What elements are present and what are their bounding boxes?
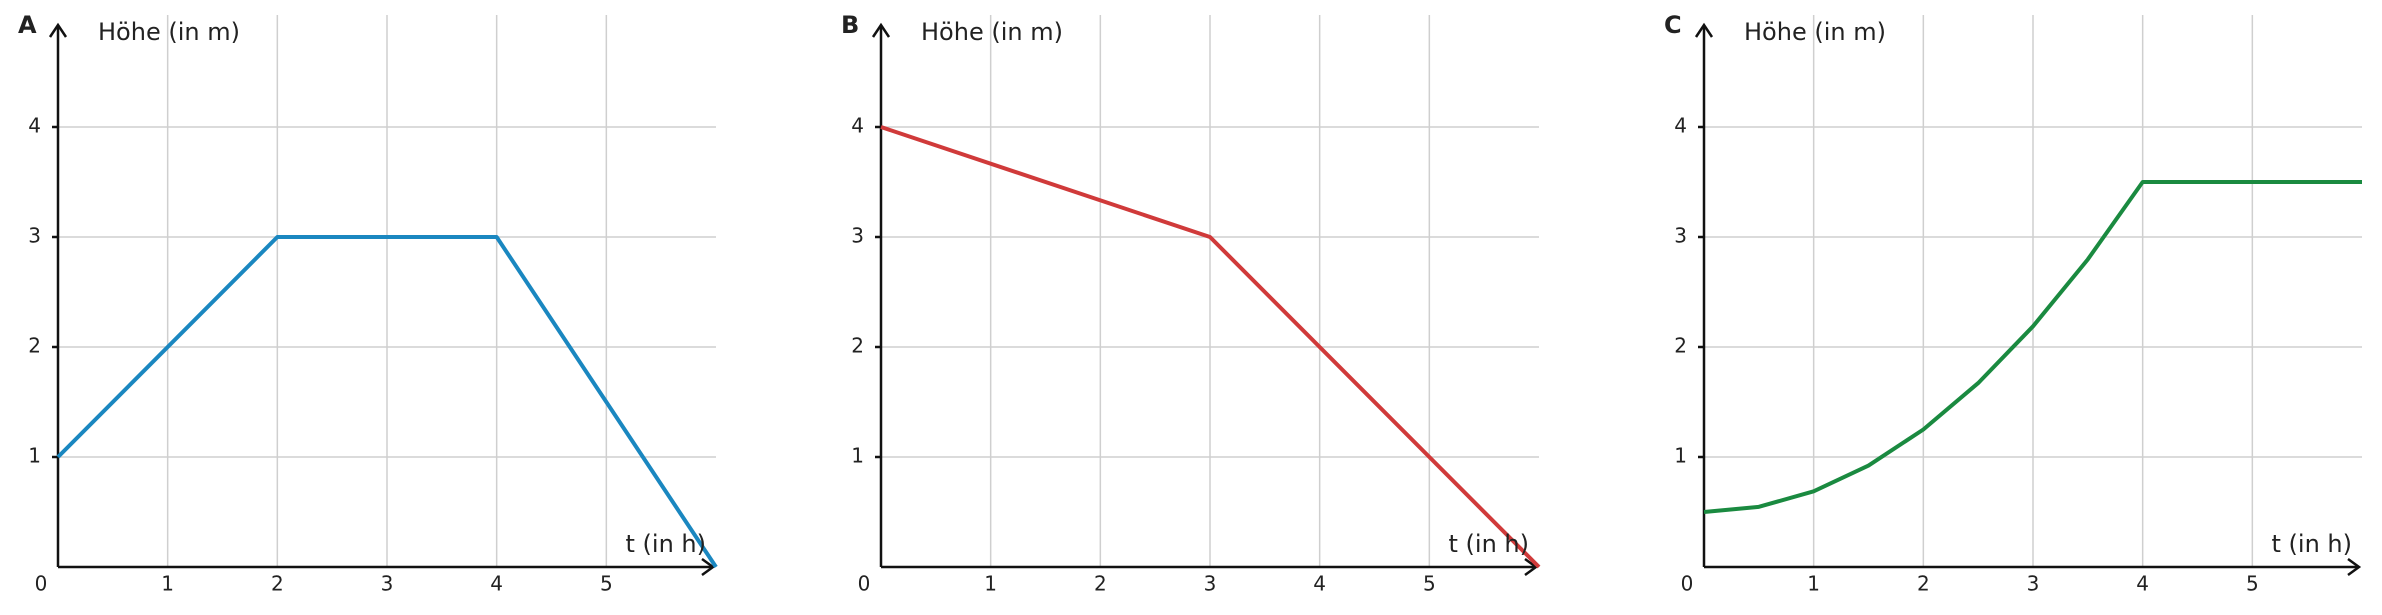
y-tick-label: 1 xyxy=(851,444,864,468)
x-axis-arrow xyxy=(701,557,716,577)
x-tick-label: 4 xyxy=(490,572,503,596)
y-tick-label: 2 xyxy=(851,334,864,358)
x-tick-label: 3 xyxy=(1204,572,1217,596)
y-tick-label: 1 xyxy=(1674,444,1687,468)
chart-panel: 0 1 2 3 4 5 1 2 3 4 C Höhe (in m) t (in h) xyxy=(1664,11,2362,596)
x-tick-label: 4 xyxy=(1313,572,1326,596)
panel-label: B xyxy=(841,11,859,39)
x-tick-label: 1 xyxy=(984,572,997,596)
x-axis-label: t (in h) xyxy=(626,530,706,558)
data-line xyxy=(1703,180,2362,514)
y-tick-label: 2 xyxy=(1674,334,1687,358)
y-axis-arrow xyxy=(871,22,891,38)
x-tick-label: 0 xyxy=(1681,572,1694,596)
x-axis-label: t (in h) xyxy=(2272,530,2352,558)
x-tick-label: 3 xyxy=(2027,572,2040,596)
y-tick-label: 4 xyxy=(1674,114,1687,138)
y-axis-label: Höhe (in m) xyxy=(98,18,240,46)
chart-panel: 0 1 2 3 4 5 1 2 3 4 A Höhe (in m) t (in h) xyxy=(18,11,718,596)
chart-panel: 0 1 2 3 4 5 1 2 3 4 B Höhe (in m) t (in h) xyxy=(841,11,1541,596)
data-line xyxy=(880,125,1541,569)
y-tick-label: 2 xyxy=(28,334,41,358)
x-tick-label: 2 xyxy=(1094,572,1107,596)
x-tick-label: 5 xyxy=(2246,572,2259,596)
y-axis-arrow xyxy=(48,22,68,38)
x-tick-label: 1 xyxy=(161,572,174,596)
y-tick-label: 4 xyxy=(28,114,41,138)
x-tick-label: 1 xyxy=(1807,572,1820,596)
x-tick-label: 5 xyxy=(600,572,613,596)
x-tick-label: 0 xyxy=(858,572,871,596)
data-line xyxy=(56,235,718,569)
panel-label: C xyxy=(1664,11,1682,39)
x-tick-label: 2 xyxy=(1917,572,1930,596)
y-tick-label: 3 xyxy=(1674,224,1687,248)
y-axis-arrow xyxy=(1694,22,1714,38)
x-tick-label: 5 xyxy=(1423,572,1436,596)
y-axis-label: Höhe (in m) xyxy=(921,18,1063,46)
y-tick-label: 4 xyxy=(851,114,864,138)
x-tick-label: 2 xyxy=(271,572,284,596)
y-tick-label: 1 xyxy=(28,444,41,468)
y-axis-label: Höhe (in m) xyxy=(1744,18,1886,46)
x-tick-label: 4 xyxy=(2136,572,2149,596)
x-tick-label: 0 xyxy=(35,572,48,596)
x-axis-arrow xyxy=(1524,557,1539,577)
x-tick-label: 3 xyxy=(381,572,394,596)
y-tick-label: 3 xyxy=(851,224,864,248)
x-axis-arrow xyxy=(2347,557,2362,577)
x-axis-label: t (in h) xyxy=(1449,530,1529,558)
y-tick-label: 3 xyxy=(28,224,41,248)
panel-label: A xyxy=(18,11,37,39)
